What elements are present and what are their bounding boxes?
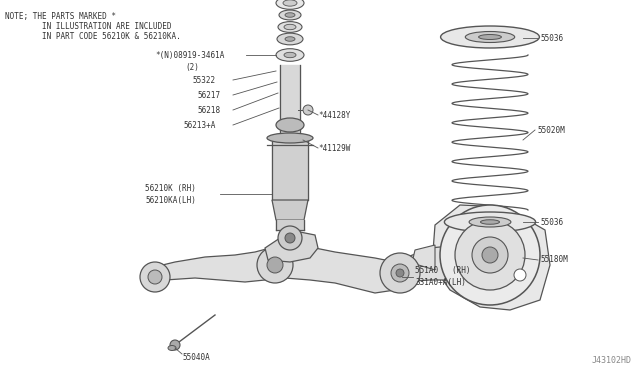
Text: 56218: 56218	[197, 106, 220, 115]
Text: *41129W: *41129W	[318, 144, 350, 153]
Ellipse shape	[276, 118, 304, 132]
Text: NOTE; THE PARTS MARKED *: NOTE; THE PARTS MARKED *	[5, 12, 116, 21]
Text: 55036: 55036	[540, 218, 563, 227]
Text: IN ILLUSTRATION ARE INCLUDED: IN ILLUSTRATION ARE INCLUDED	[5, 22, 172, 31]
Text: (2): (2)	[185, 62, 199, 71]
Text: 55180M: 55180M	[540, 256, 568, 264]
Ellipse shape	[276, 0, 304, 9]
Circle shape	[514, 269, 526, 281]
Text: 331A0+A(LH): 331A0+A(LH)	[415, 279, 466, 288]
Text: *(N)08919-3461A: *(N)08919-3461A	[155, 51, 225, 60]
Circle shape	[482, 247, 498, 263]
Polygon shape	[265, 232, 318, 262]
Text: J43102HD: J43102HD	[592, 356, 632, 365]
Text: 551A0   (RH): 551A0 (RH)	[415, 266, 470, 276]
Text: 56210K (RH): 56210K (RH)	[145, 183, 196, 192]
Ellipse shape	[465, 32, 515, 42]
Circle shape	[257, 247, 293, 283]
Ellipse shape	[440, 26, 540, 48]
Circle shape	[303, 105, 313, 115]
Circle shape	[440, 205, 540, 305]
Polygon shape	[432, 205, 550, 310]
Ellipse shape	[481, 220, 499, 224]
Text: *44128Y: *44128Y	[318, 110, 350, 119]
Text: 56217: 56217	[197, 90, 220, 99]
Ellipse shape	[479, 35, 501, 39]
Polygon shape	[272, 140, 308, 200]
Circle shape	[455, 220, 525, 290]
Circle shape	[148, 270, 162, 284]
Polygon shape	[280, 65, 300, 140]
Circle shape	[170, 340, 180, 350]
Circle shape	[267, 257, 283, 273]
Ellipse shape	[444, 212, 536, 232]
Polygon shape	[412, 245, 435, 270]
Ellipse shape	[277, 33, 303, 45]
Circle shape	[391, 264, 409, 282]
Ellipse shape	[469, 217, 511, 227]
Ellipse shape	[279, 10, 301, 20]
Ellipse shape	[285, 13, 295, 17]
Ellipse shape	[276, 49, 304, 61]
Ellipse shape	[285, 37, 295, 41]
Circle shape	[285, 233, 295, 243]
Ellipse shape	[168, 346, 176, 350]
Circle shape	[396, 269, 404, 277]
Circle shape	[140, 262, 170, 292]
Polygon shape	[400, 245, 500, 282]
Text: IN PART CODE 56210K & 56210KA.: IN PART CODE 56210K & 56210KA.	[5, 32, 180, 41]
Ellipse shape	[283, 0, 297, 6]
Circle shape	[472, 237, 508, 273]
Polygon shape	[276, 220, 304, 230]
Polygon shape	[272, 200, 308, 220]
Circle shape	[380, 253, 420, 293]
Text: 55036: 55036	[540, 33, 563, 42]
Text: 56213+A: 56213+A	[183, 121, 216, 129]
Ellipse shape	[284, 52, 296, 58]
Text: 55322: 55322	[192, 76, 215, 84]
Ellipse shape	[278, 22, 302, 32]
Text: 55020M: 55020M	[537, 125, 564, 135]
Ellipse shape	[284, 24, 296, 30]
Circle shape	[278, 226, 302, 250]
Ellipse shape	[267, 133, 313, 143]
Polygon shape	[150, 245, 405, 293]
Text: 56210KA(LH): 56210KA(LH)	[145, 196, 196, 205]
Text: 55040A: 55040A	[182, 353, 210, 362]
